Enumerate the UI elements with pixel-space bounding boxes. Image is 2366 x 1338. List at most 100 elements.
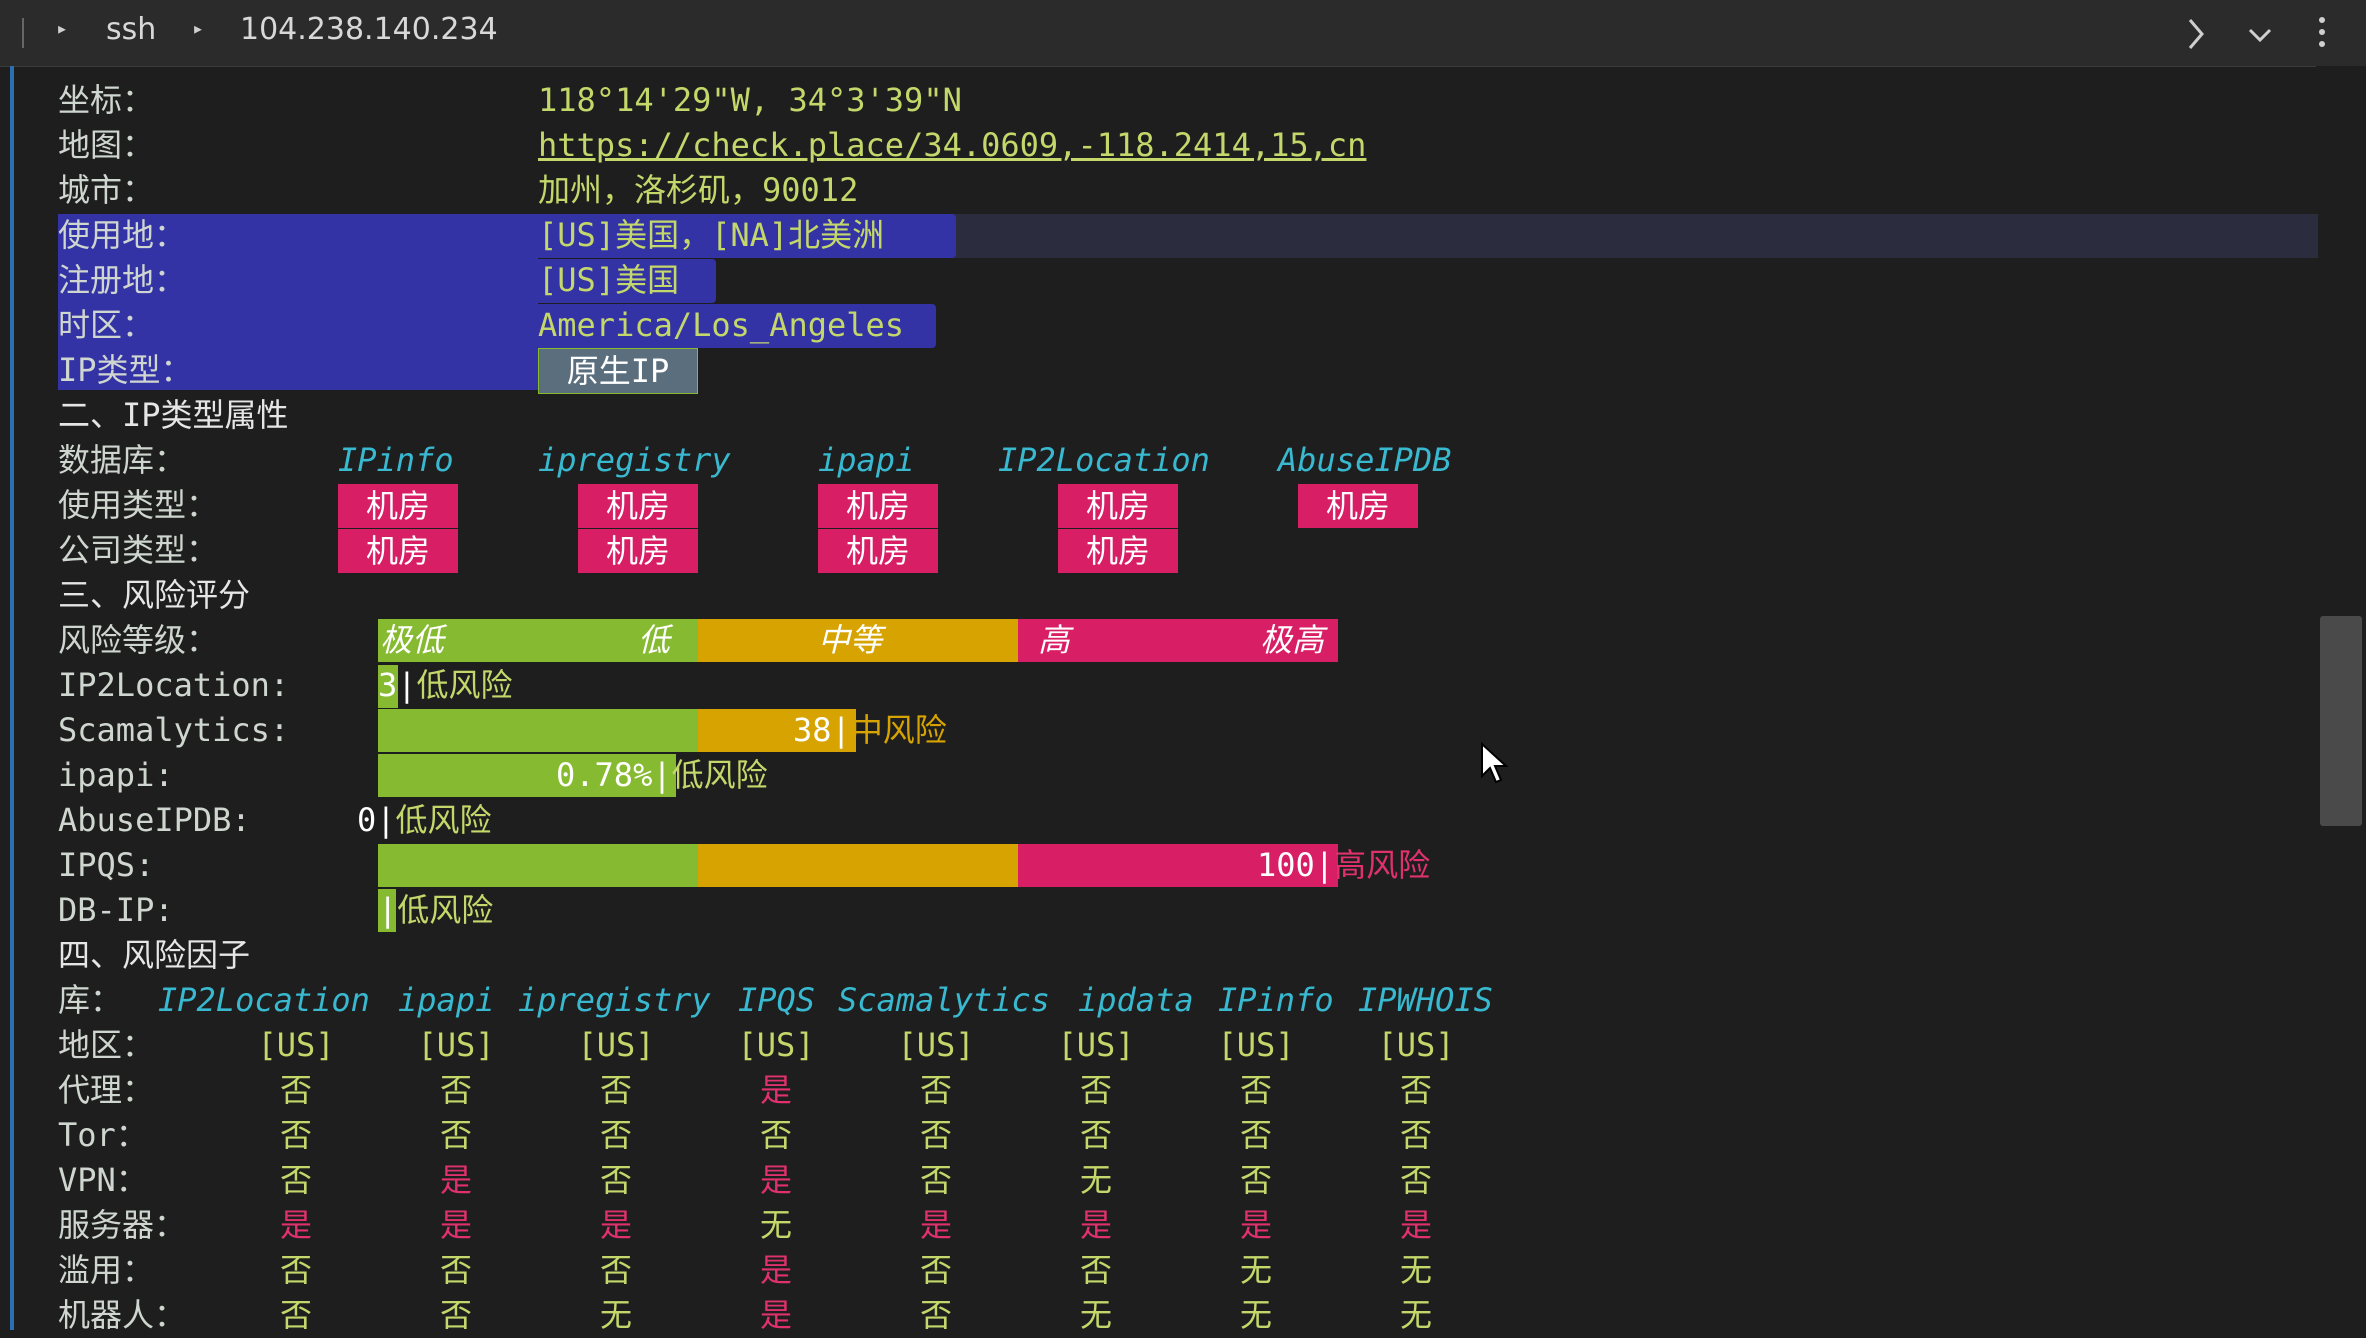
lib-name: ipdata <box>1078 981 1194 1019</box>
score-name: IP2Location: <box>58 666 290 704</box>
selection-usage <box>538 214 956 258</box>
risk-scale-medium <box>698 619 1018 662</box>
db-ipregistry: ipregistry <box>538 441 731 479</box>
breadcrumb-arrow-icon: ▸ <box>56 16 69 40</box>
factor-cell: 否 <box>599 1251 632 1289</box>
factor-cell: 否 <box>919 1116 952 1154</box>
score-number: 100 <box>1257 846 1315 884</box>
coords-value: 118°14'29"W, 34°3'39"N <box>538 81 962 119</box>
score-risk: 高风险 <box>1334 846 1431 884</box>
scrollbar-thumb[interactable] <box>2320 616 2362 826</box>
factor-cell: 是 <box>759 1071 792 1109</box>
use-type-tag: 机房 <box>818 484 938 528</box>
db-ipapi: ipapi <box>818 441 915 479</box>
tz-value: America/Los_Angeles <box>538 306 905 344</box>
score-number: 38 <box>793 711 832 749</box>
company-type-tag: 机房 <box>1058 529 1178 573</box>
use-type-tag: 机房 <box>1298 484 1418 528</box>
more-menu-icon[interactable] <box>2310 12 2334 52</box>
factor-cell: [US] <box>1057 1026 1135 1064</box>
reg-value: [US]美国 <box>538 261 680 299</box>
factor-cell: 是 <box>759 1296 792 1334</box>
reg-label: 注册地： <box>58 261 187 299</box>
factor-row-label: 机器人： <box>58 1296 187 1334</box>
use-type-tag: 机房 <box>578 484 698 528</box>
company-type-tag: 机房 <box>818 529 938 573</box>
chevron-right-icon[interactable] <box>2176 14 2216 54</box>
factor-cell: 否 <box>759 1116 792 1154</box>
factor-cell: 否 <box>279 1251 312 1289</box>
factor-row-label: VPN： <box>58 1161 148 1199</box>
tab-bar: ▸ ssh ▸ 104.238.140.234 <box>0 0 2366 67</box>
breadcrumb-program[interactable]: ssh <box>106 12 157 47</box>
score-risk: 低风险 <box>416 666 513 704</box>
breadcrumb-host[interactable]: 104.238.140.234 <box>240 12 498 47</box>
score-name: IPQS: <box>58 846 155 884</box>
risk-level-very-high: 极高 <box>1260 621 1325 659</box>
score-bar <box>698 709 856 752</box>
mouse-cursor-icon <box>1480 741 1510 786</box>
chevron-down-icon[interactable] <box>2240 14 2280 54</box>
factor-cell: 否 <box>919 1251 952 1289</box>
factor-cell: 否 <box>1239 1071 1272 1109</box>
section3-title: 三、风险评分 <box>58 576 251 614</box>
score-risk: 低风险 <box>395 801 492 839</box>
score-bar <box>1018 844 1338 887</box>
city-label: 城市： <box>58 171 155 209</box>
score-value: 0|低风险 <box>357 801 492 839</box>
lib-name: IPWHOIS <box>1358 981 1493 1019</box>
factor-cell: 是 <box>279 1206 312 1244</box>
factor-cell: 否 <box>439 1071 472 1109</box>
tz-label: 时区： <box>58 306 155 344</box>
score-number: 0 <box>357 801 377 839</box>
selection-tz <box>538 304 936 348</box>
factor-row-label: 代理： <box>58 1071 155 1109</box>
score-bar <box>378 709 698 752</box>
score-value: |低风险 <box>378 891 494 929</box>
lib-name: ipapi <box>398 981 495 1019</box>
factor-cell: 否 <box>919 1161 952 1199</box>
lib-name: IP2Location <box>158 981 370 1019</box>
factor-cell: [US] <box>417 1026 495 1064</box>
factor-cell: 否 <box>439 1116 472 1154</box>
factor-cell: [US] <box>1377 1026 1455 1064</box>
factor-cell: 是 <box>759 1251 792 1289</box>
score-number: 0.78% <box>556 756 653 794</box>
map-link[interactable]: https://check.place/34.0609,-118.2414,15… <box>538 126 1367 164</box>
factor-cell: 否 <box>1239 1161 1272 1199</box>
factor-cell: 是 <box>919 1206 952 1244</box>
factor-cell: 否 <box>1399 1116 1432 1154</box>
factor-cell: 否 <box>599 1071 632 1109</box>
factor-cell: 否 <box>439 1296 472 1334</box>
risk-level-very-low: 极低 <box>380 621 445 659</box>
company-type-label: 公司类型： <box>58 531 219 569</box>
db-ip2location: IP2Location <box>998 441 1210 479</box>
company-type-tag: 机房 <box>578 529 698 573</box>
score-risk: 低风险 <box>397 891 494 929</box>
risk-scale-high <box>1018 619 1338 662</box>
factor-cell: 是 <box>1399 1206 1432 1244</box>
usage-value: [US]美国，[NA]北美洲 <box>538 216 885 254</box>
factor-cell: 否 <box>279 1116 312 1154</box>
iptype-value: 原生IP <box>538 348 698 394</box>
factor-cell: 无 <box>1239 1296 1272 1334</box>
factor-cell: [US] <box>737 1026 815 1064</box>
usage-label: 使用地： <box>58 216 187 254</box>
city-value: 加州，洛杉矶，90012 <box>538 171 859 209</box>
selection-block <box>58 214 538 390</box>
factor-cell: 无 <box>1399 1251 1432 1289</box>
risk-scale-low <box>378 619 698 662</box>
pane-focus-indicator <box>10 66 14 1330</box>
score-value: 100|高风险 <box>1257 846 1431 884</box>
factor-cell: 否 <box>1079 1071 1112 1109</box>
factor-cell: 否 <box>599 1116 632 1154</box>
factor-cell: 无 <box>1239 1251 1272 1289</box>
factor-row-label: 服务器： <box>58 1206 187 1244</box>
coords-label: 坐标： <box>58 81 155 119</box>
lib-name: ipregistry <box>518 981 711 1019</box>
breadcrumb-arrow-icon: ▸ <box>192 16 205 40</box>
factor-cell: 否 <box>279 1296 312 1334</box>
factor-row-label: 滥用： <box>58 1251 155 1289</box>
section2-title: 二、IP类型属性 <box>58 396 289 434</box>
db-label: 数据库： <box>58 441 187 479</box>
